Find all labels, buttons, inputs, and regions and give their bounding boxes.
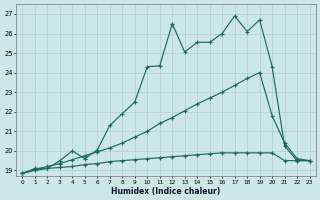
X-axis label: Humidex (Indice chaleur): Humidex (Indice chaleur): [111, 187, 220, 196]
